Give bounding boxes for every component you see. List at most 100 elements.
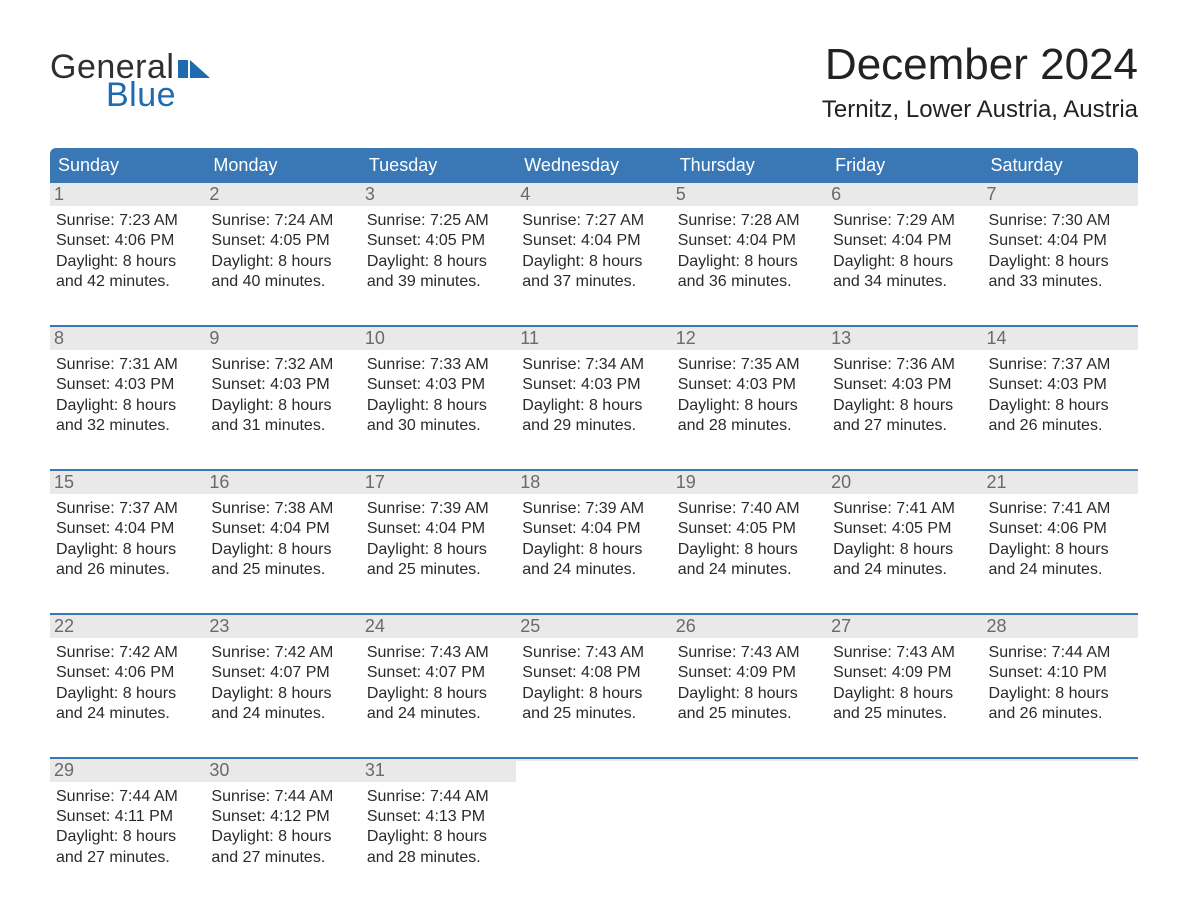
day-cell: 24Sunrise: 7:43 AMSunset: 4:07 PMDayligh… [361, 615, 516, 729]
sunrise-line: Sunrise: 7:39 AM [367, 499, 510, 519]
daylight-line-2: and 32 minutes. [56, 416, 199, 436]
page-title: December 2024 [822, 40, 1138, 90]
daylight-line-1: Daylight: 8 hours [211, 540, 354, 560]
day-number-row: 16 [205, 471, 360, 494]
daylight-line-2: and 25 minutes. [211, 560, 354, 580]
daylight-line-1: Daylight: 8 hours [367, 540, 510, 560]
sunset-line: Sunset: 4:06 PM [989, 519, 1132, 539]
day-of-week-header: SundayMondayTuesdayWednesdayThursdayFrid… [50, 148, 1138, 183]
daylight-line-1: Daylight: 8 hours [833, 396, 976, 416]
sunset-line: Sunset: 4:04 PM [522, 519, 665, 539]
sunrise-line: Sunrise: 7:25 AM [367, 211, 510, 231]
day-number: 5 [672, 183, 827, 206]
week-row: 1Sunrise: 7:23 AMSunset: 4:06 PMDaylight… [50, 183, 1138, 297]
sunset-line: Sunset: 4:03 PM [56, 375, 199, 395]
day-empty [983, 759, 1138, 873]
day-number-row: 7 [983, 183, 1138, 206]
dow-wednesday: Wednesday [516, 148, 671, 183]
daylight-line-2: and 27 minutes. [833, 416, 976, 436]
day-body: Sunrise: 7:24 AMSunset: 4:05 PMDaylight:… [205, 206, 360, 297]
day-body: Sunrise: 7:34 AMSunset: 4:03 PMDaylight:… [516, 350, 671, 441]
day-cell: 30Sunrise: 7:44 AMSunset: 4:12 PMDayligh… [205, 759, 360, 873]
day-number: 16 [205, 471, 360, 494]
day-body: Sunrise: 7:33 AMSunset: 4:03 PMDaylight:… [361, 350, 516, 441]
day-number-row: 10 [361, 327, 516, 350]
sunset-line: Sunset: 4:08 PM [522, 663, 665, 683]
day-cell: 4Sunrise: 7:27 AMSunset: 4:04 PMDaylight… [516, 183, 671, 297]
sunrise-line: Sunrise: 7:42 AM [56, 643, 199, 663]
day-body: Sunrise: 7:27 AMSunset: 4:04 PMDaylight:… [516, 206, 671, 297]
day-number-row: 23 [205, 615, 360, 638]
logo: General Blue [50, 40, 210, 112]
day-number: 17 [361, 471, 516, 494]
sunrise-line: Sunrise: 7:44 AM [367, 787, 510, 807]
daylight-line-2: and 29 minutes. [522, 416, 665, 436]
day-body: Sunrise: 7:43 AMSunset: 4:07 PMDaylight:… [361, 638, 516, 729]
day-body: Sunrise: 7:44 AMSunset: 4:12 PMDaylight:… [205, 782, 360, 873]
daylight-line-2: and 26 minutes. [56, 560, 199, 580]
sunrise-line: Sunrise: 7:36 AM [833, 355, 976, 375]
logo-word-blue: Blue [106, 78, 210, 112]
daylight-line-1: Daylight: 8 hours [522, 252, 665, 272]
dow-sunday: Sunday [50, 148, 205, 183]
day-number: 20 [827, 471, 982, 494]
daylight-line-2: and 27 minutes. [56, 848, 199, 868]
day-number-row: 14 [983, 327, 1138, 350]
sunrise-line: Sunrise: 7:41 AM [833, 499, 976, 519]
daylight-line-2: and 26 minutes. [989, 704, 1132, 724]
day-cell: 29Sunrise: 7:44 AMSunset: 4:11 PMDayligh… [50, 759, 205, 873]
day-number: 19 [672, 471, 827, 494]
sunset-line: Sunset: 4:04 PM [833, 231, 976, 251]
day-cell: 17Sunrise: 7:39 AMSunset: 4:04 PMDayligh… [361, 471, 516, 585]
sunrise-line: Sunrise: 7:37 AM [989, 355, 1132, 375]
daylight-line-2: and 25 minutes. [678, 704, 821, 724]
daylight-line-2: and 24 minutes. [367, 704, 510, 724]
day-cell: 15Sunrise: 7:37 AMSunset: 4:04 PMDayligh… [50, 471, 205, 585]
day-number-row: 19 [672, 471, 827, 494]
daylight-line-1: Daylight: 8 hours [56, 252, 199, 272]
day-cell: 10Sunrise: 7:33 AMSunset: 4:03 PMDayligh… [361, 327, 516, 441]
daylight-line-2: and 24 minutes. [833, 560, 976, 580]
sunset-line: Sunset: 4:07 PM [367, 663, 510, 683]
day-number: 21 [983, 471, 1138, 494]
day-cell: 25Sunrise: 7:43 AMSunset: 4:08 PMDayligh… [516, 615, 671, 729]
daylight-line-2: and 27 minutes. [211, 848, 354, 868]
day-body: Sunrise: 7:30 AMSunset: 4:04 PMDaylight:… [983, 206, 1138, 297]
day-body: Sunrise: 7:40 AMSunset: 4:05 PMDaylight:… [672, 494, 827, 585]
day-number: 6 [827, 183, 982, 206]
day-number-row: 18 [516, 471, 671, 494]
daylight-line-2: and 25 minutes. [833, 704, 976, 724]
sunrise-line: Sunrise: 7:42 AM [211, 643, 354, 663]
dow-saturday: Saturday [983, 148, 1138, 183]
sunrise-line: Sunrise: 7:43 AM [678, 643, 821, 663]
day-cell: 23Sunrise: 7:42 AMSunset: 4:07 PMDayligh… [205, 615, 360, 729]
day-number: 12 [672, 327, 827, 350]
day-body: Sunrise: 7:35 AMSunset: 4:03 PMDaylight:… [672, 350, 827, 441]
daylight-line-1: Daylight: 8 hours [211, 827, 354, 847]
dow-monday: Monday [205, 148, 360, 183]
day-body: Sunrise: 7:37 AMSunset: 4:03 PMDaylight:… [983, 350, 1138, 441]
daylight-line-1: Daylight: 8 hours [522, 684, 665, 704]
day-cell: 14Sunrise: 7:37 AMSunset: 4:03 PMDayligh… [983, 327, 1138, 441]
day-number-row: 28 [983, 615, 1138, 638]
day-number-row: 1 [50, 183, 205, 206]
sunset-line: Sunset: 4:04 PM [989, 231, 1132, 251]
calendar-grid: SundayMondayTuesdayWednesdayThursdayFrid… [50, 148, 1138, 872]
daylight-line-2: and 25 minutes. [367, 560, 510, 580]
week-row: 22Sunrise: 7:42 AMSunset: 4:06 PMDayligh… [50, 613, 1138, 729]
daylight-line-2: and 30 minutes. [367, 416, 510, 436]
sunset-line: Sunset: 4:03 PM [522, 375, 665, 395]
day-cell: 13Sunrise: 7:36 AMSunset: 4:03 PMDayligh… [827, 327, 982, 441]
day-number-row: 4 [516, 183, 671, 206]
day-cell: 28Sunrise: 7:44 AMSunset: 4:10 PMDayligh… [983, 615, 1138, 729]
day-number-row [516, 759, 671, 761]
day-body: Sunrise: 7:25 AMSunset: 4:05 PMDaylight:… [361, 206, 516, 297]
day-number-row [827, 759, 982, 761]
day-number-row: 17 [361, 471, 516, 494]
sunrise-line: Sunrise: 7:39 AM [522, 499, 665, 519]
sunrise-line: Sunrise: 7:34 AM [522, 355, 665, 375]
day-number-row: 27 [827, 615, 982, 638]
day-body: Sunrise: 7:38 AMSunset: 4:04 PMDaylight:… [205, 494, 360, 585]
week-row: 8Sunrise: 7:31 AMSunset: 4:03 PMDaylight… [50, 325, 1138, 441]
daylight-line-1: Daylight: 8 hours [56, 396, 199, 416]
